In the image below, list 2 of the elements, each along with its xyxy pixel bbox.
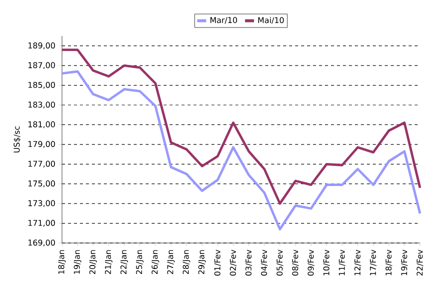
line-series <box>60 48 422 205</box>
line-series <box>60 70 422 230</box>
